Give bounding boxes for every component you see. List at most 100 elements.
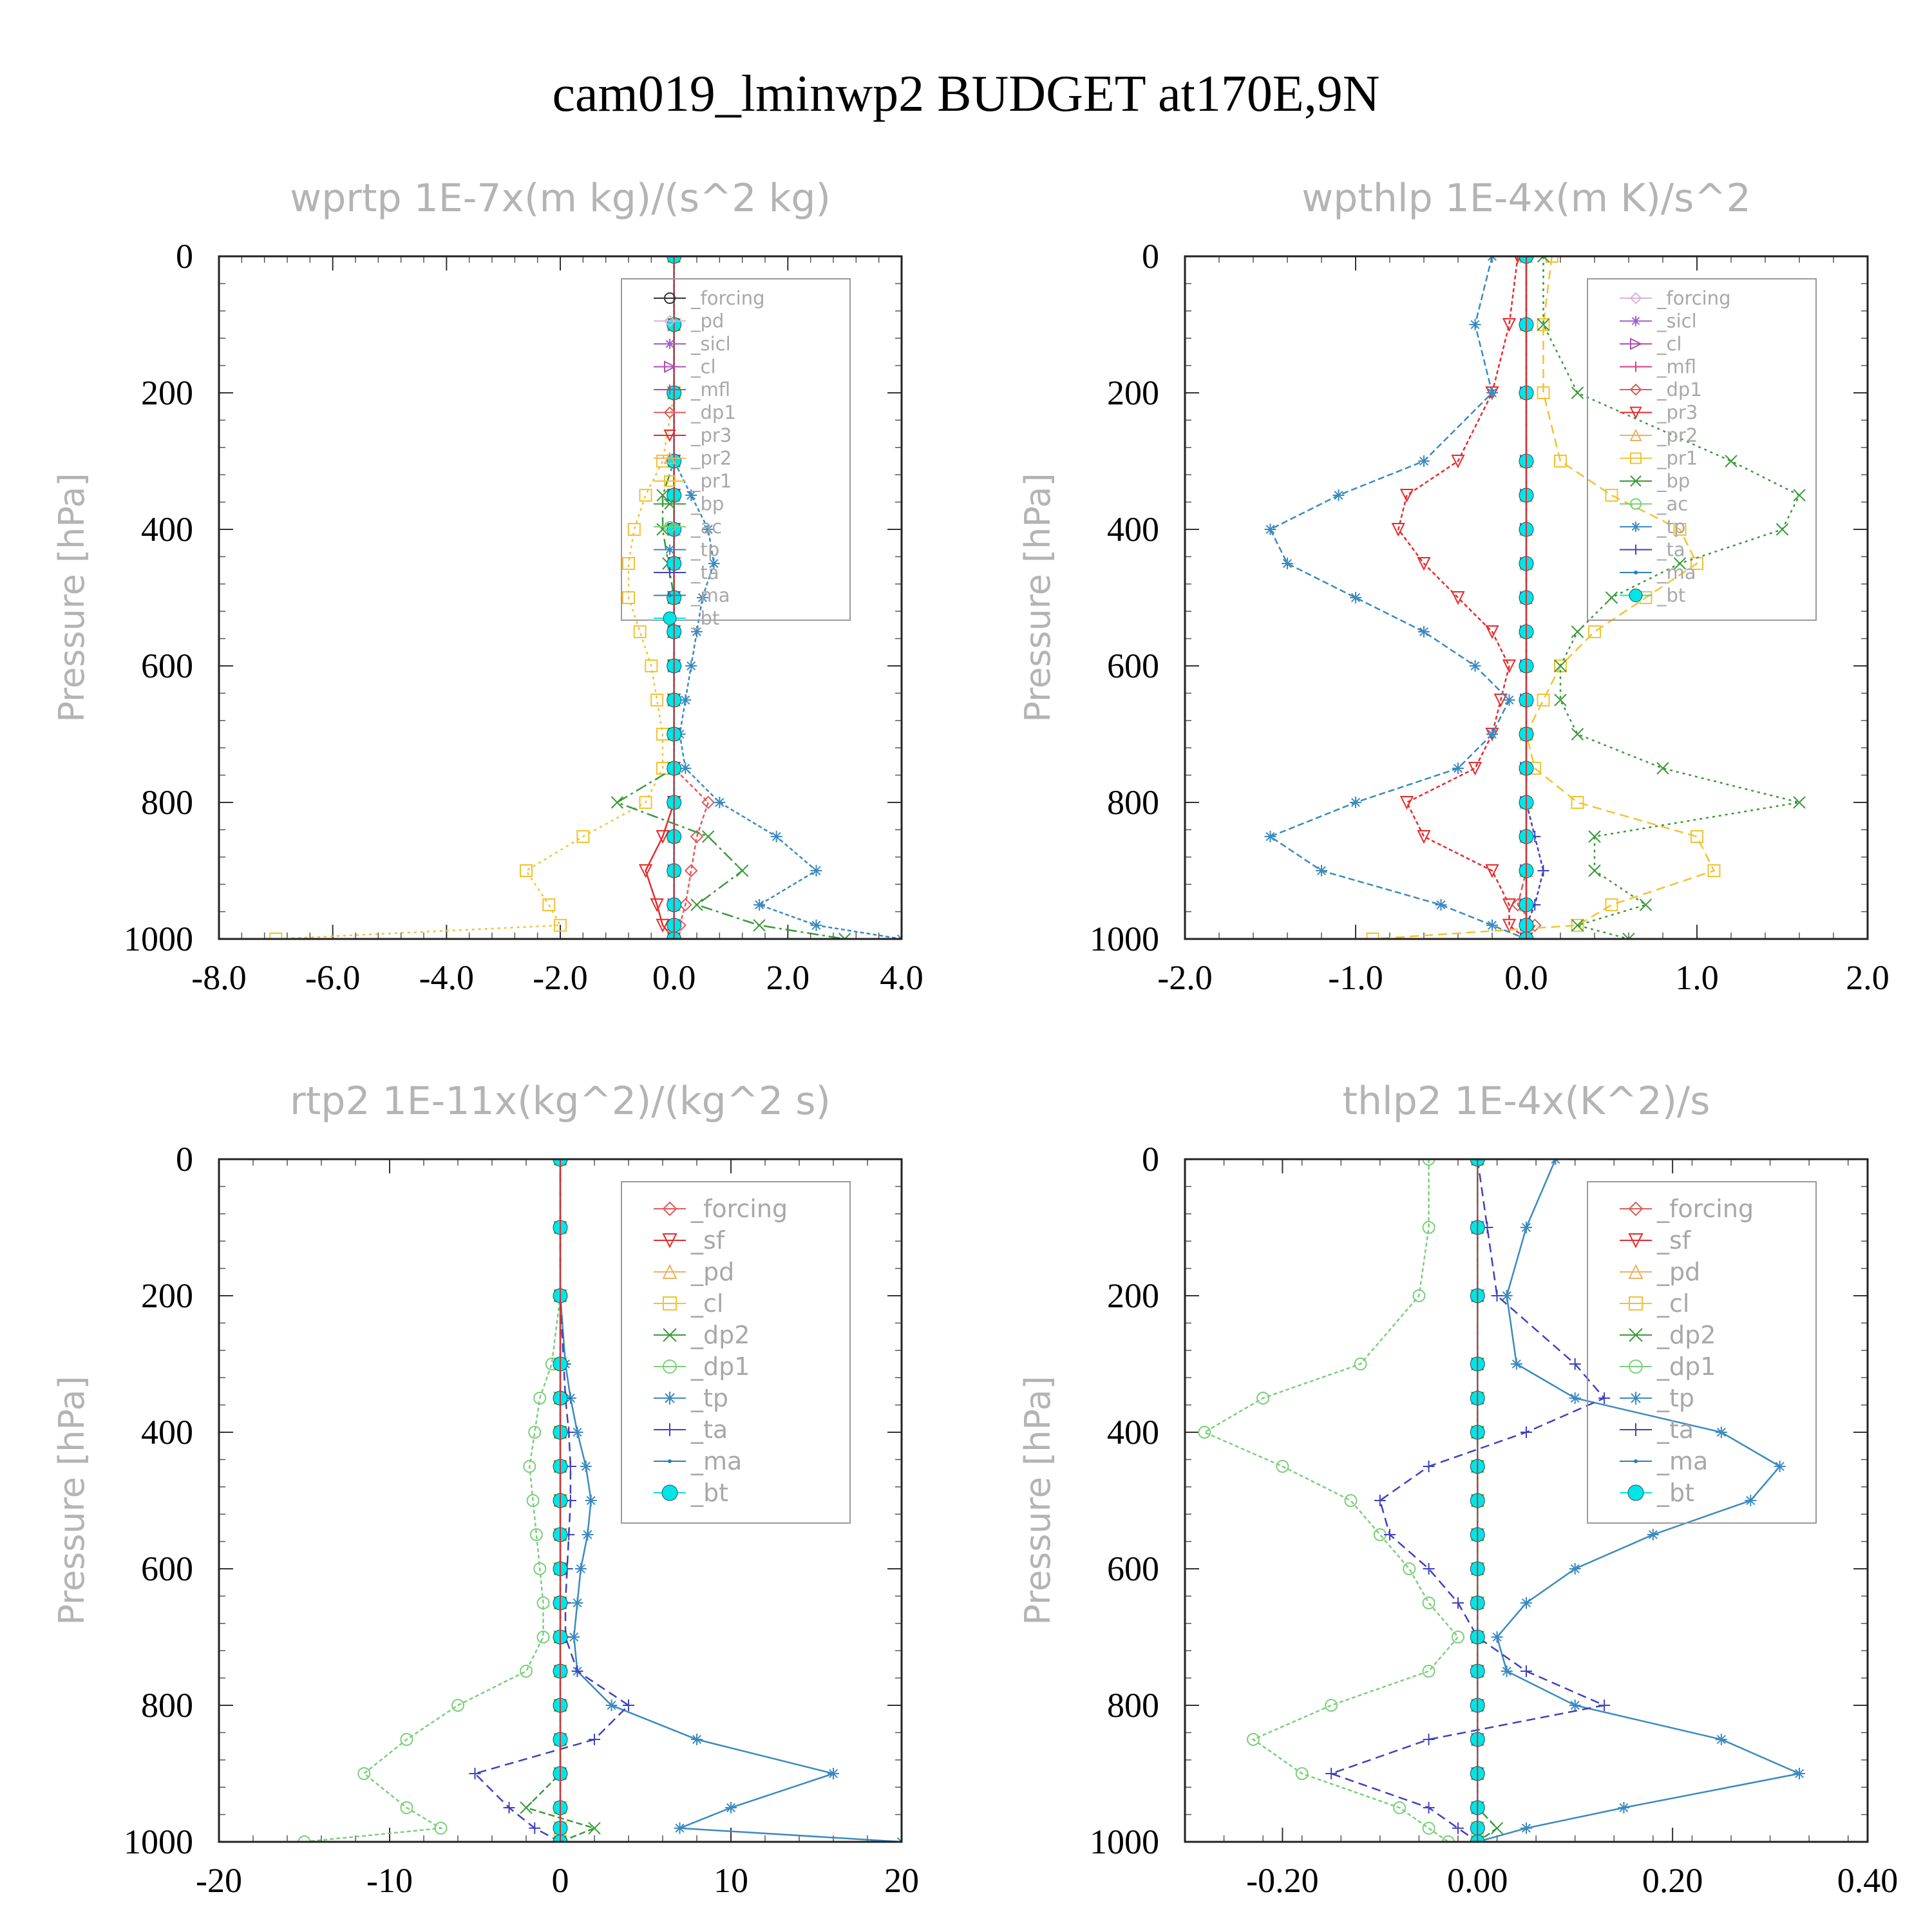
legend-box xyxy=(1587,1181,1817,1524)
y-tick-label: 1000 xyxy=(124,1823,193,1861)
x-tick-label: -1.0 xyxy=(1328,958,1383,997)
series-point-ta xyxy=(1598,1392,1611,1404)
series-point-tp xyxy=(580,1461,592,1472)
y-tick-label: 800 xyxy=(141,1686,193,1725)
series-point-dp1 xyxy=(1422,1221,1435,1234)
series-point-tp xyxy=(1715,1426,1727,1438)
series-point-tp xyxy=(810,919,822,931)
series-point-pr1 xyxy=(1605,489,1618,502)
series-point-bp xyxy=(838,933,851,939)
series-point-tp xyxy=(708,558,720,569)
legend-marker xyxy=(1630,498,1642,510)
series-point-pr1 xyxy=(1537,318,1550,331)
legend-entry: _pr1 xyxy=(690,470,732,492)
series-point-ta xyxy=(623,1700,634,1711)
legend-marker xyxy=(665,384,675,395)
series-point-pr3 xyxy=(1502,318,1517,332)
series-point-bp xyxy=(1537,256,1550,263)
legend-entry: _ma xyxy=(1656,1447,1708,1475)
series-point-tp xyxy=(1316,865,1327,876)
series-point-dp1 xyxy=(520,1665,533,1678)
y-tick-label: 600 xyxy=(1107,647,1159,685)
series-point-pr1 xyxy=(1690,830,1703,843)
series-point-dp1 xyxy=(678,898,692,912)
y-tick-label: 0 xyxy=(176,1140,193,1179)
series-point-bp xyxy=(1588,830,1601,843)
series-point-pr3 xyxy=(1417,830,1431,844)
series-point-pr3 xyxy=(1451,591,1465,605)
series-point-bp xyxy=(1793,489,1806,502)
series-point-ta xyxy=(571,1665,583,1677)
x-tick-label: 0.40 xyxy=(1837,1861,1899,1900)
series-point-ta xyxy=(1452,1822,1464,1834)
series-point-pr1 xyxy=(650,694,664,706)
series-point-tp xyxy=(1794,1768,1805,1779)
legend-entry: _pr2 xyxy=(690,448,732,469)
series-group xyxy=(1264,256,1806,939)
series-point-tp xyxy=(605,1700,618,1711)
legend-marker xyxy=(1630,475,1642,487)
series-point-tp xyxy=(571,1426,583,1438)
y-axis-label: Pressure [hPa] xyxy=(1018,473,1058,722)
series-point-pr3 xyxy=(1399,489,1414,503)
legend-marker xyxy=(664,498,676,510)
series-point-bp xyxy=(701,830,715,843)
series-point-ta xyxy=(503,1802,515,1814)
series-point-dp1 xyxy=(1422,1159,1435,1166)
legend-entry: _ma xyxy=(1656,562,1696,583)
series-point-dp2 xyxy=(1490,1822,1504,1835)
legend-marker xyxy=(662,1233,677,1249)
series-point-dp1 xyxy=(1256,1392,1270,1405)
series-point-pr1 xyxy=(1605,898,1618,911)
x-tick-label: -20 xyxy=(196,1861,242,1900)
legend-entry: _forcing xyxy=(690,1195,788,1223)
series-point-tp xyxy=(1510,1358,1522,1370)
series-point-pr1 xyxy=(1366,933,1379,939)
series-point-bp xyxy=(1554,659,1567,672)
series-point-tp xyxy=(1486,387,1498,399)
legend-marker xyxy=(1629,406,1642,419)
y-tick-label: 200 xyxy=(1107,374,1159,412)
x-tick-label: 20 xyxy=(884,1861,919,1900)
legend-marker xyxy=(663,1328,677,1342)
series-point-pr1 xyxy=(622,591,635,604)
series-point-dp2 xyxy=(588,1822,601,1835)
series-point-pr1 xyxy=(269,933,283,939)
x-tick-label: 2.0 xyxy=(766,958,810,997)
series-point-dp1 xyxy=(434,1821,448,1835)
series-point-tp xyxy=(1520,1222,1532,1233)
legend-entry: _dp1 xyxy=(690,402,736,424)
series-point-tp xyxy=(1520,1597,1532,1609)
legend-marker xyxy=(1634,571,1638,574)
legend-entry: _sicl xyxy=(1656,310,1697,332)
series-point-tp xyxy=(574,1563,587,1575)
legend-entry: _ta xyxy=(1656,539,1685,561)
series-point-tp xyxy=(1774,1461,1786,1472)
legend-entry: _tp xyxy=(690,539,719,561)
x-tick-label: -8.0 xyxy=(191,958,246,997)
y-tick-label: 0 xyxy=(1142,1140,1159,1179)
series-point-pr3 xyxy=(1502,918,1517,933)
y-tick-label: 800 xyxy=(1107,783,1159,822)
legend-marker xyxy=(1629,1296,1643,1311)
y-tick-label: 400 xyxy=(141,1413,193,1452)
legend-entry: _mfl xyxy=(1656,356,1696,378)
minor-ticks xyxy=(1184,1159,1868,1842)
series-point-dp1 xyxy=(536,1631,550,1643)
legend-marker xyxy=(1629,589,1643,602)
plot-frame xyxy=(218,255,903,940)
legend-box xyxy=(1587,278,1817,621)
legend-marker xyxy=(664,360,677,374)
legend-marker xyxy=(1631,316,1641,327)
series-point-dp1 xyxy=(536,1596,550,1609)
series-point-dp1 xyxy=(400,1733,413,1746)
series-point-tp xyxy=(1452,762,1464,774)
legend-marker xyxy=(1630,337,1643,350)
series-point-bp xyxy=(1793,796,1806,809)
legend-entry: _mfl xyxy=(690,379,730,401)
legend-marker xyxy=(662,1201,677,1217)
y-tick-label: 1000 xyxy=(1090,1823,1159,1861)
y-axis-label: Pressure [hPa] xyxy=(1018,1376,1058,1625)
legend-entry: _sicl xyxy=(690,333,731,355)
legend: _forcing _sf _pd _cl _dp2 _dp1 _tp _ta _ma _bt xyxy=(1587,1181,1817,1524)
